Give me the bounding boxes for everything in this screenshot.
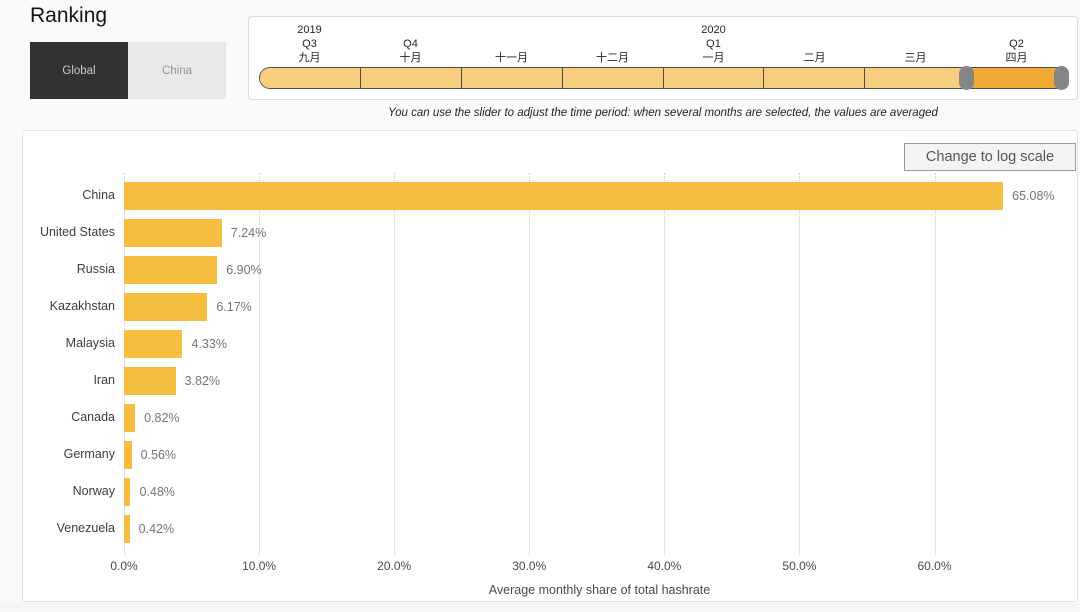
category-label: Norway — [72, 484, 115, 498]
category-label: Venezuela — [56, 521, 115, 535]
bar-row: 65.08% — [124, 177, 1075, 214]
slider-month-label: 十二月 — [596, 52, 629, 64]
bar-malaysia[interactable] — [124, 329, 183, 358]
slider-month-label: 三月 — [904, 52, 927, 64]
slider-segment-6[interactable] — [763, 68, 865, 88]
bar-row: 0.48% — [124, 473, 1075, 510]
gridline — [529, 173, 531, 555]
value-label: 7.24% — [230, 225, 267, 240]
slider-segment-8[interactable] — [965, 68, 1066, 88]
value-label: 6.17% — [216, 299, 252, 314]
bar-canada[interactable] — [124, 403, 136, 432]
slider-segment-1[interactable] — [260, 68, 360, 88]
category-label: Russia — [76, 262, 115, 276]
category-label: Iran — [93, 373, 115, 387]
slider-month-label: 2019 Q3 九月 — [297, 24, 322, 64]
x-axis-title: Average monthly share of total hashrate — [488, 583, 711, 597]
bar-norway[interactable] — [124, 477, 131, 506]
slider-track[interactable] — [259, 66, 1069, 90]
plot-area: 65.08% 7.24% 6.90% 6.17% 4.33% 3.82% 0.82% 0.56… — [124, 173, 1075, 555]
slider-month-label: 二月 — [803, 52, 826, 64]
bar-row: 0.56% — [124, 436, 1075, 473]
bar-row: 7.24% — [124, 214, 1075, 251]
scope-toggle: Global China — [30, 42, 226, 99]
gridline — [934, 173, 936, 555]
gridline — [664, 173, 666, 555]
value-label: 0.56% — [140, 447, 177, 462]
page-title: Ranking — [30, 4, 108, 27]
bar-china[interactable] — [124, 181, 1004, 210]
x-axis-tick: 50.0% — [782, 559, 817, 573]
bar-row: 3.82% — [124, 362, 1075, 399]
value-label: 0.48% — [139, 484, 175, 499]
slider-segment-3[interactable] — [460, 68, 562, 88]
bar-russia[interactable] — [124, 255, 218, 284]
slider-handle-left[interactable] — [959, 66, 974, 90]
bar-kazakhstan[interactable] — [124, 292, 208, 321]
bar-iran[interactable] — [124, 366, 176, 395]
x-axis-tick: 60.0% — [917, 559, 952, 573]
bar-row: 6.17% — [124, 288, 1075, 325]
bar-germany[interactable] — [124, 440, 132, 469]
gridlines — [124, 173, 1075, 555]
value-label: 4.33% — [191, 336, 227, 351]
x-axis-tick: 20.0% — [377, 559, 412, 573]
x-axis-tick: 0.0% — [110, 559, 138, 573]
bar-row: 4.33% — [124, 325, 1075, 362]
slider-segment-5[interactable] — [662, 68, 764, 88]
category-label: Malaysia — [65, 336, 115, 350]
category-label: United States — [39, 225, 115, 239]
global-toggle-button[interactable]: Global — [30, 42, 128, 99]
bar-venezuela[interactable] — [124, 514, 130, 543]
bar-row: 0.42% — [124, 510, 1075, 547]
slider-segment-4[interactable] — [561, 68, 663, 88]
value-label: 3.82% — [184, 373, 221, 388]
slider-segment-7[interactable] — [864, 68, 966, 88]
gridline — [259, 173, 261, 555]
slider-month-label: Q4 十月 — [399, 38, 422, 64]
slider-segment-2[interactable] — [359, 68, 461, 88]
value-label: 65.08% — [1012, 188, 1055, 203]
bar-united-states[interactable] — [124, 218, 222, 247]
slider-hint-text: You can use the slider to adjust the tim… — [388, 107, 938, 119]
ranking-chart-panel: Change to log scale China United States Ru… — [22, 130, 1078, 602]
time-slider-panel: 2019 Q3 九月 Q4 十月 十一月 十二月 2020 Q1 一月 二月 三月 Q2 四月 — [248, 16, 1078, 100]
slider-handle-right[interactable] — [1054, 66, 1069, 90]
value-label: 0.42% — [138, 521, 175, 536]
gridline — [394, 173, 396, 555]
bar-row: 6.90% — [124, 251, 1075, 288]
china-toggle-button[interactable]: China — [128, 42, 226, 99]
bottom-strip — [0, 603, 1080, 612]
slider-month-label: 2020 Q1 一月 — [701, 24, 726, 64]
slider-month-label: 十一月 — [495, 52, 528, 64]
gridline — [124, 173, 125, 555]
category-label: Kazakhstan — [49, 299, 115, 313]
bar-chart: China United States Russia Kazakhstan Malays… — [23, 173, 1075, 555]
value-label: 0.82% — [144, 410, 180, 425]
change-to-log-scale-button[interactable]: Change to log scale — [904, 143, 1076, 171]
x-axis-tick: 30.0% — [512, 559, 547, 573]
category-label: Germany — [63, 447, 115, 461]
category-label: China — [82, 188, 115, 202]
x-axis-ticks: 0.0% 10.0% 20.0% 30.0% 40.0% 50.0% 60.0% — [110, 559, 1075, 575]
slider-month-labels: 2019 Q3 九月 Q4 十月 十一月 十二月 2020 Q1 一月 二月 三月 Q2 四月 — [249, 17, 1077, 65]
slider-segments — [259, 67, 1067, 89]
x-axis-tick: 40.0% — [647, 559, 682, 573]
slider-month-label: Q2 四月 — [1005, 38, 1028, 64]
category-label: Canada — [71, 410, 115, 424]
value-label: 6.90% — [226, 262, 262, 277]
category-labels-column: China United States Russia Kazakhstan Malays… — [23, 177, 124, 547]
x-axis-tick: 10.0% — [242, 559, 277, 573]
bar-row: 0.82% — [124, 399, 1075, 436]
gridline — [799, 173, 801, 555]
